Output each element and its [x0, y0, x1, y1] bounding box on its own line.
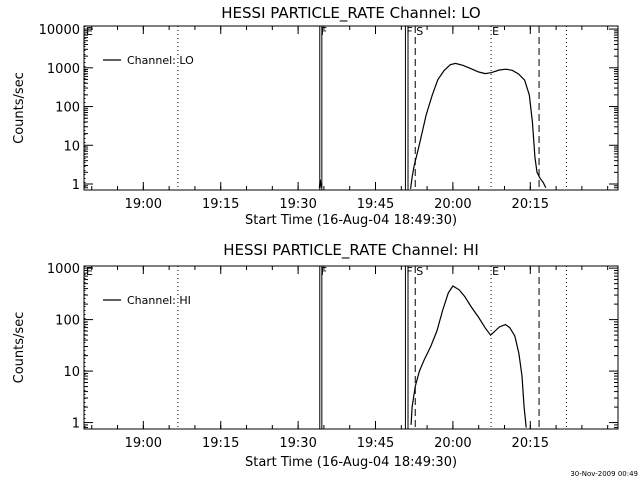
y-axis-label: Counts/sec	[12, 72, 27, 144]
x-tick-label: 19:00	[125, 197, 162, 212]
x-tick-label: 20:00	[434, 197, 471, 212]
x-tick-label: 19:30	[279, 436, 316, 451]
footer-timestamp: 30-Nov-2009 00:49	[570, 470, 638, 478]
legend-label: Channel: HI	[127, 294, 191, 307]
x-tick-label: 20:15	[512, 197, 549, 212]
x-tick-label: 20:00	[434, 436, 471, 451]
x-tick-label: 19:15	[202, 197, 239, 212]
y-axis-label: Counts/sec	[12, 312, 27, 384]
event-marker-label: E	[86, 265, 93, 278]
x-tick-label: 19:00	[125, 436, 162, 451]
x-tick-label: 19:15	[202, 436, 239, 451]
y-tick-label: 1	[72, 178, 80, 193]
event-marker-label: F	[406, 25, 412, 38]
x-axis-label: Start Time (16-Aug-04 18:49:30)	[245, 455, 457, 470]
event-marker-label: S	[416, 265, 423, 278]
event-marker-label: E	[86, 25, 93, 38]
chart-title: HESSI PARTICLE_RATE Channel: HI	[223, 241, 479, 260]
event-marker-label: E	[492, 265, 499, 278]
y-tick-label: 1	[72, 417, 80, 432]
panel-hi: HESSI PARTICLE_RATE Channel: HI Counts/se…	[12, 241, 619, 470]
panel-lo: HESSI PARTICLE_RATE Channel: LO Counts/se…	[12, 4, 619, 228]
chart-title: HESSI PARTICLE_RATE Channel: LO	[221, 4, 480, 23]
y-tick-label: 10	[63, 365, 80, 380]
event-marker-label: F	[321, 25, 327, 38]
y-tick-label: 10	[63, 139, 80, 154]
x-tick-label: 20:15	[512, 436, 549, 451]
event-marker-label: E	[492, 25, 499, 38]
x-tick-label: 19:45	[357, 436, 394, 451]
y-tick-label: 100	[55, 314, 80, 329]
y-tick-label: 10000	[39, 23, 80, 38]
series-line	[410, 62, 547, 189]
series-line	[410, 285, 527, 428]
y-tick-label: 1000	[47, 62, 80, 77]
x-tick-label: 19:45	[357, 197, 394, 212]
event-marker-label: F	[406, 265, 412, 278]
x-tick-label: 19:30	[279, 197, 316, 212]
y-tick-label: 1000	[47, 262, 80, 277]
plot-frame	[83, 265, 619, 430]
x-axis-label: Start Time (16-Aug-04 18:49:30)	[245, 213, 457, 228]
event-marker-label: F	[321, 265, 327, 278]
legend-label: Channel: LO	[127, 54, 194, 67]
series-line	[318, 179, 322, 188]
y-tick-label: 100	[55, 101, 80, 116]
event-marker-label: S	[416, 25, 423, 38]
